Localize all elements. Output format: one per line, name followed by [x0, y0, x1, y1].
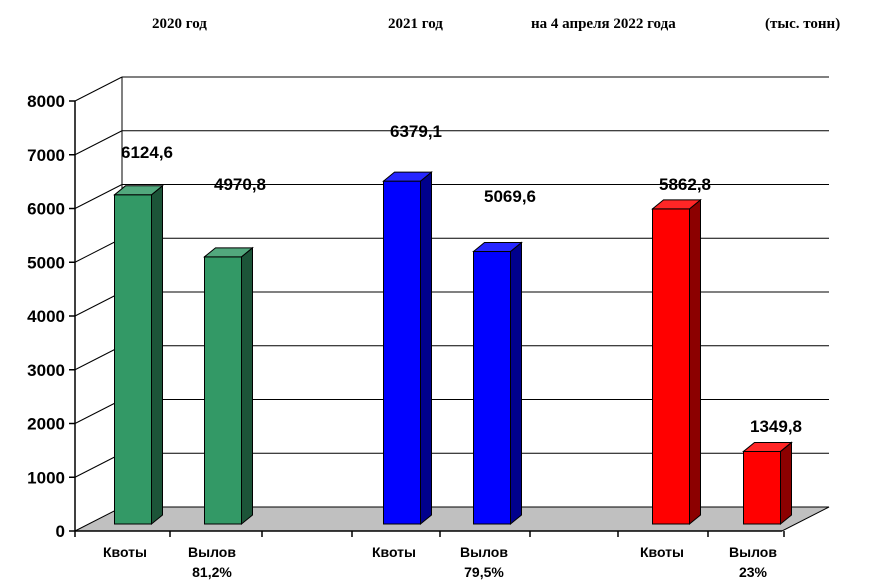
- category-label: Вылов: [188, 544, 236, 560]
- bar-front: [204, 256, 242, 525]
- header-2021: 2021 год: [388, 16, 443, 32]
- bar-front: [114, 194, 152, 525]
- bar-side: [510, 241, 522, 526]
- bar-front: [743, 450, 781, 525]
- bar-top: [113, 185, 164, 196]
- bar-front: [473, 251, 511, 525]
- bar-top: [742, 441, 793, 452]
- data-label: 6124,6: [121, 143, 173, 162]
- bar-top: [651, 199, 702, 210]
- bar-top: [472, 242, 523, 253]
- y-tick-label: 2000: [27, 415, 65, 434]
- y-tick-label: 8000: [27, 92, 65, 111]
- category-label: Квоты: [372, 544, 416, 560]
- bars: [113, 171, 793, 526]
- bar: [651, 198, 702, 526]
- bar-front: [383, 180, 421, 525]
- y-tick-label: 5000: [27, 253, 65, 272]
- bar-side: [780, 441, 792, 526]
- data-label: 6379,1: [390, 122, 442, 141]
- side-gridline: [74, 130, 123, 156]
- bar: [472, 241, 523, 526]
- bar-side: [151, 184, 163, 526]
- chart-floor: [74, 506, 830, 532]
- bar-side: [241, 246, 253, 526]
- bar-top: [382, 171, 433, 182]
- category-label: Квоты: [103, 544, 147, 560]
- bar: [113, 184, 164, 526]
- y-tick-label: 1000: [27, 468, 65, 487]
- category-label: Вылов: [729, 544, 777, 560]
- y-tick-label: 3000: [27, 361, 65, 380]
- y-tick-label: 4000: [27, 307, 65, 326]
- side-gridline: [74, 184, 123, 209]
- bar: [203, 246, 254, 526]
- chart-headers: 2020 год 2021 год на 4 апреля 2022 года …: [152, 16, 840, 32]
- bar-side: [689, 198, 701, 526]
- header-2022: на 4 апреля 2022 года: [531, 16, 676, 32]
- data-label: 5862,8: [659, 175, 711, 194]
- bar-top: [203, 247, 254, 258]
- bar-front: [652, 208, 690, 525]
- data-label: 1349,8: [750, 417, 802, 436]
- y-tick-label: 0: [56, 522, 65, 541]
- category-label: Квоты: [640, 544, 684, 560]
- header-units: (тыс. тонн): [765, 16, 840, 32]
- data-label: 5069,6: [484, 187, 536, 206]
- side-gridline: [74, 76, 123, 102]
- category-sublabel: 79,5%: [464, 564, 504, 580]
- category-labels: Квоты Вылов 81,2% Квоты Вылов 79,5% Квоты Вылов…: [74, 531, 785, 580]
- y-tick-label: 6000: [27, 200, 65, 219]
- category-label: Вылов: [460, 544, 508, 560]
- data-label: 4970,8: [214, 175, 266, 194]
- plot-frame: [74, 76, 830, 532]
- bar: [742, 441, 793, 526]
- category-sublabel: 23%: [739, 564, 768, 580]
- y-tick-label: 7000: [27, 146, 65, 165]
- data-labels: 6124,6 4970,8 6379,1 5069,6 5862,8 1349,8: [121, 122, 802, 436]
- header-2020: 2020 год: [152, 16, 207, 32]
- bar: [382, 171, 433, 526]
- bar-side: [420, 171, 432, 526]
- y-axis-ticks: 0 1000 2000 3000 4000 5000 6000 7000 8000: [27, 92, 75, 541]
- category-sublabel: 81,2%: [192, 564, 232, 580]
